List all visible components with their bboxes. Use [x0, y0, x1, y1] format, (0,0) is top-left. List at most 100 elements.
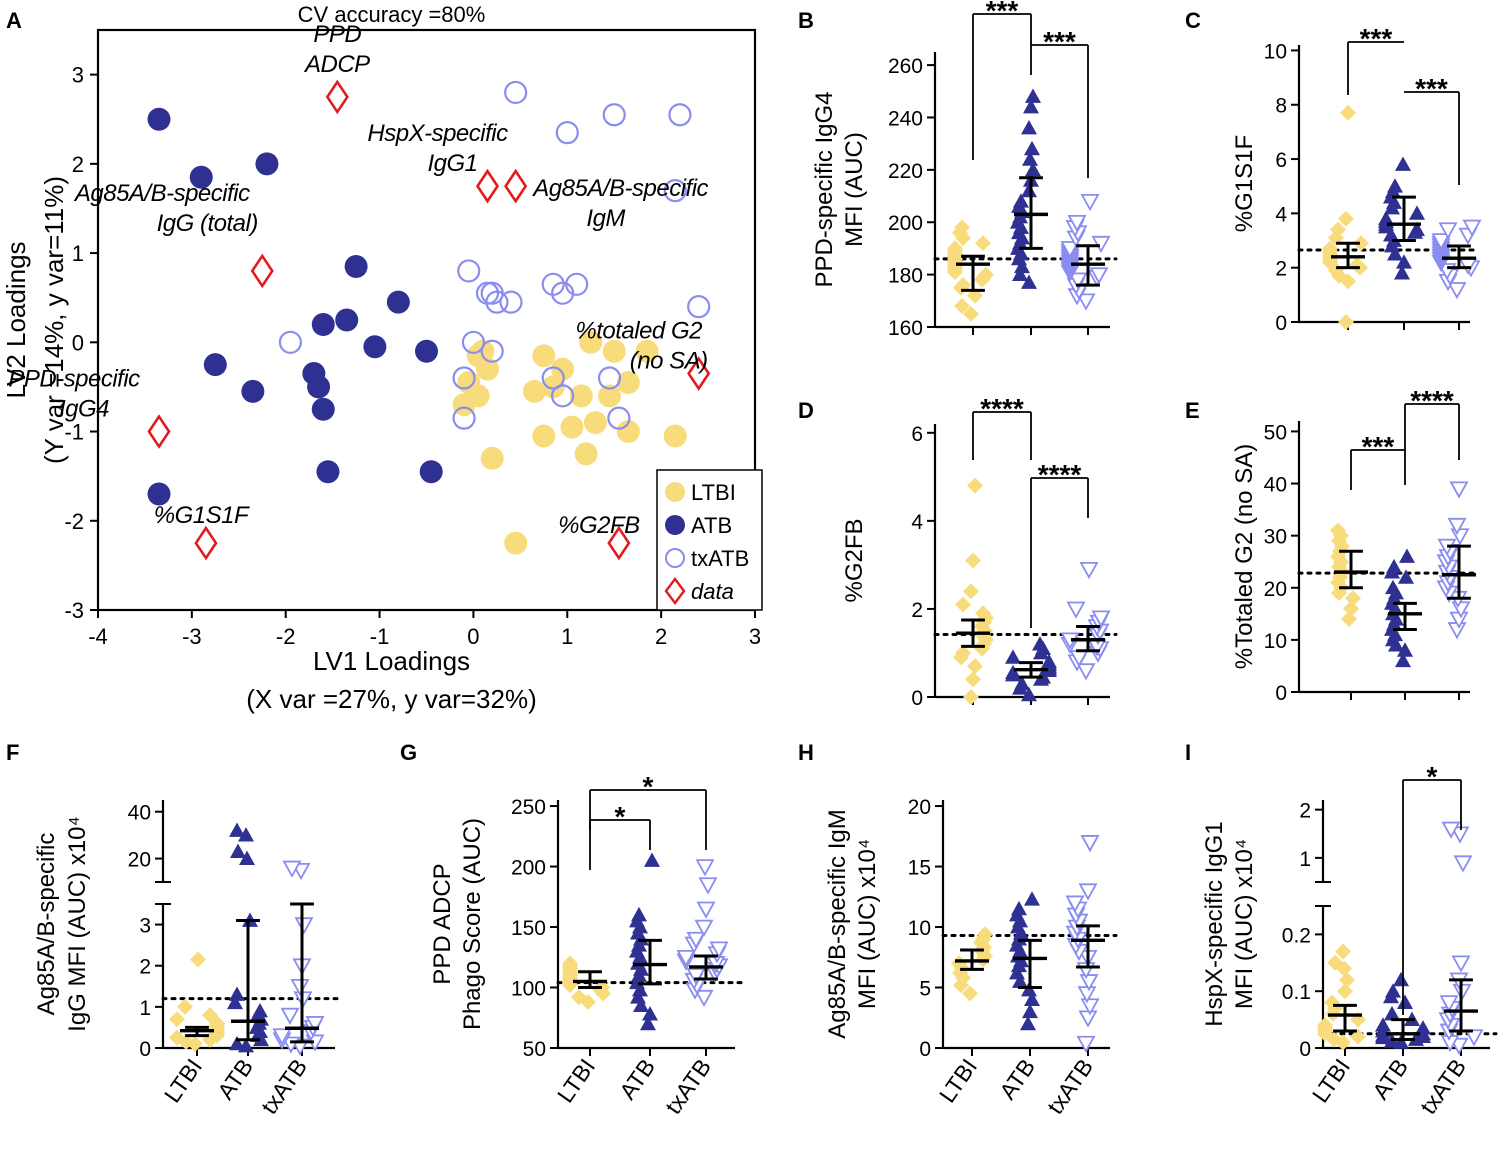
significance-label: *** — [986, 0, 1019, 26]
atb-point — [1378, 210, 1394, 226]
txatb-point — [1450, 826, 1470, 844]
ltbi-point — [1337, 983, 1353, 1000]
ltbi-point — [598, 384, 622, 408]
txatb-point — [541, 366, 565, 390]
txatb-point — [1091, 235, 1111, 254]
txatb-point — [709, 941, 729, 959]
loading-point — [504, 168, 528, 204]
atb-point — [189, 165, 213, 189]
atb-point — [386, 290, 410, 314]
txatb-point — [1066, 601, 1086, 619]
y-tick-label: 40 — [128, 802, 151, 825]
atb-point — [229, 1035, 245, 1051]
significance-label: **** — [980, 393, 1024, 424]
atb-point — [311, 397, 335, 421]
txatb-point — [695, 859, 715, 877]
ltbi-point — [967, 477, 983, 494]
x-tick-label: 3 — [749, 624, 761, 649]
category-label: txATB — [1415, 1054, 1471, 1119]
loading-label: (no SA) — [630, 348, 708, 375]
y-tick-label: 0.1 — [1282, 981, 1311, 1004]
txatb-point — [294, 917, 314, 935]
txatb-point — [663, 179, 687, 203]
y-tick-label: 0 — [1275, 312, 1287, 335]
atb-point — [1021, 182, 1037, 198]
category-label: ATB — [1367, 1054, 1413, 1104]
atb-point — [230, 843, 246, 858]
atb-point — [1386, 558, 1402, 574]
ltbi-point — [1345, 590, 1361, 607]
y-tick-label: 1 — [72, 241, 84, 266]
legend-data-marker — [664, 577, 686, 605]
txatb-point — [480, 339, 504, 363]
atb-point — [415, 339, 438, 363]
loading-point — [147, 414, 171, 449]
panel-letter: D — [798, 398, 814, 423]
x-axis-label-2: (X var =27%, y var=32%) — [246, 684, 536, 714]
txatb-point — [278, 330, 303, 354]
y-axis-label: Ag85A/B-specific — [33, 833, 60, 1016]
y-tick-label: 250 — [511, 796, 546, 819]
chart-title: CV accuracy =80% — [298, 2, 486, 27]
ltbi-point — [522, 379, 546, 403]
ltbi-point — [975, 235, 991, 252]
atb-point — [644, 852, 660, 867]
txatb-point — [1065, 895, 1085, 913]
atb-point — [1005, 664, 1021, 680]
txatb-point — [676, 949, 696, 968]
atb-point — [203, 353, 227, 377]
y-tick-label: 2 — [139, 956, 151, 979]
txatb-point — [1078, 1010, 1098, 1028]
loading-label: HspX-specific — [367, 120, 508, 147]
atb-point — [640, 1015, 656, 1031]
y-axis-label-2: MFI (AUC) x10⁴ — [1231, 839, 1258, 1009]
txatb-point — [1078, 883, 1098, 901]
panel-letter: E — [1185, 398, 1200, 423]
atb-point — [1022, 151, 1038, 166]
ltbi-point — [560, 415, 584, 439]
y-tick-label: 200 — [888, 212, 923, 235]
txatb-point — [694, 989, 714, 1008]
category-label: txATB — [1042, 1054, 1098, 1119]
atb-point — [344, 254, 368, 278]
y-tick-label: 0 — [139, 1038, 151, 1061]
atb-point — [1409, 205, 1425, 220]
atb-point — [1398, 569, 1414, 584]
atb-point — [1024, 140, 1040, 156]
panel-letter: G — [400, 740, 417, 765]
ltbi-point — [562, 955, 578, 972]
significance-label: * — [643, 771, 654, 802]
ltbi-point — [1338, 314, 1354, 330]
category-label: LTBI — [552, 1054, 600, 1107]
legend-txatb-marker — [665, 548, 685, 568]
significance-label: **** — [1410, 385, 1454, 416]
y-tick-label: 10 — [908, 917, 931, 940]
ltbi-point — [541, 375, 565, 399]
atb-point — [1396, 254, 1412, 269]
loading-point — [475, 168, 500, 204]
atb-point — [1021, 981, 1037, 997]
ltbi-point — [967, 658, 983, 675]
ltbi-point — [616, 420, 640, 444]
loading-label: Ag85A/B-specific — [73, 180, 250, 207]
ltbi-point — [202, 1007, 218, 1024]
atb-point — [1399, 548, 1415, 563]
significance-label: **** — [1038, 459, 1082, 490]
x-axis-label: LV1 Loadings — [313, 646, 470, 676]
y-tick-label: -2 — [64, 509, 84, 534]
loading-point — [250, 253, 274, 289]
y-axis-label: PPD ADCP — [429, 863, 456, 984]
x-tick-label: -4 — [88, 624, 108, 649]
txatb-point — [1431, 233, 1451, 251]
ltbi-point — [569, 384, 593, 408]
ltbi-point — [476, 357, 500, 381]
txatb-point — [504, 80, 528, 105]
y-axis-label-2: MFI (AUC) — [841, 132, 868, 247]
ltbi-point — [977, 926, 993, 943]
atb-point — [238, 827, 254, 842]
atb-point — [1041, 653, 1057, 669]
loading-point — [194, 525, 218, 561]
ltbi-point — [532, 424, 556, 448]
y-axis-label-2: MFI (AUC) x10⁴ — [854, 839, 881, 1009]
